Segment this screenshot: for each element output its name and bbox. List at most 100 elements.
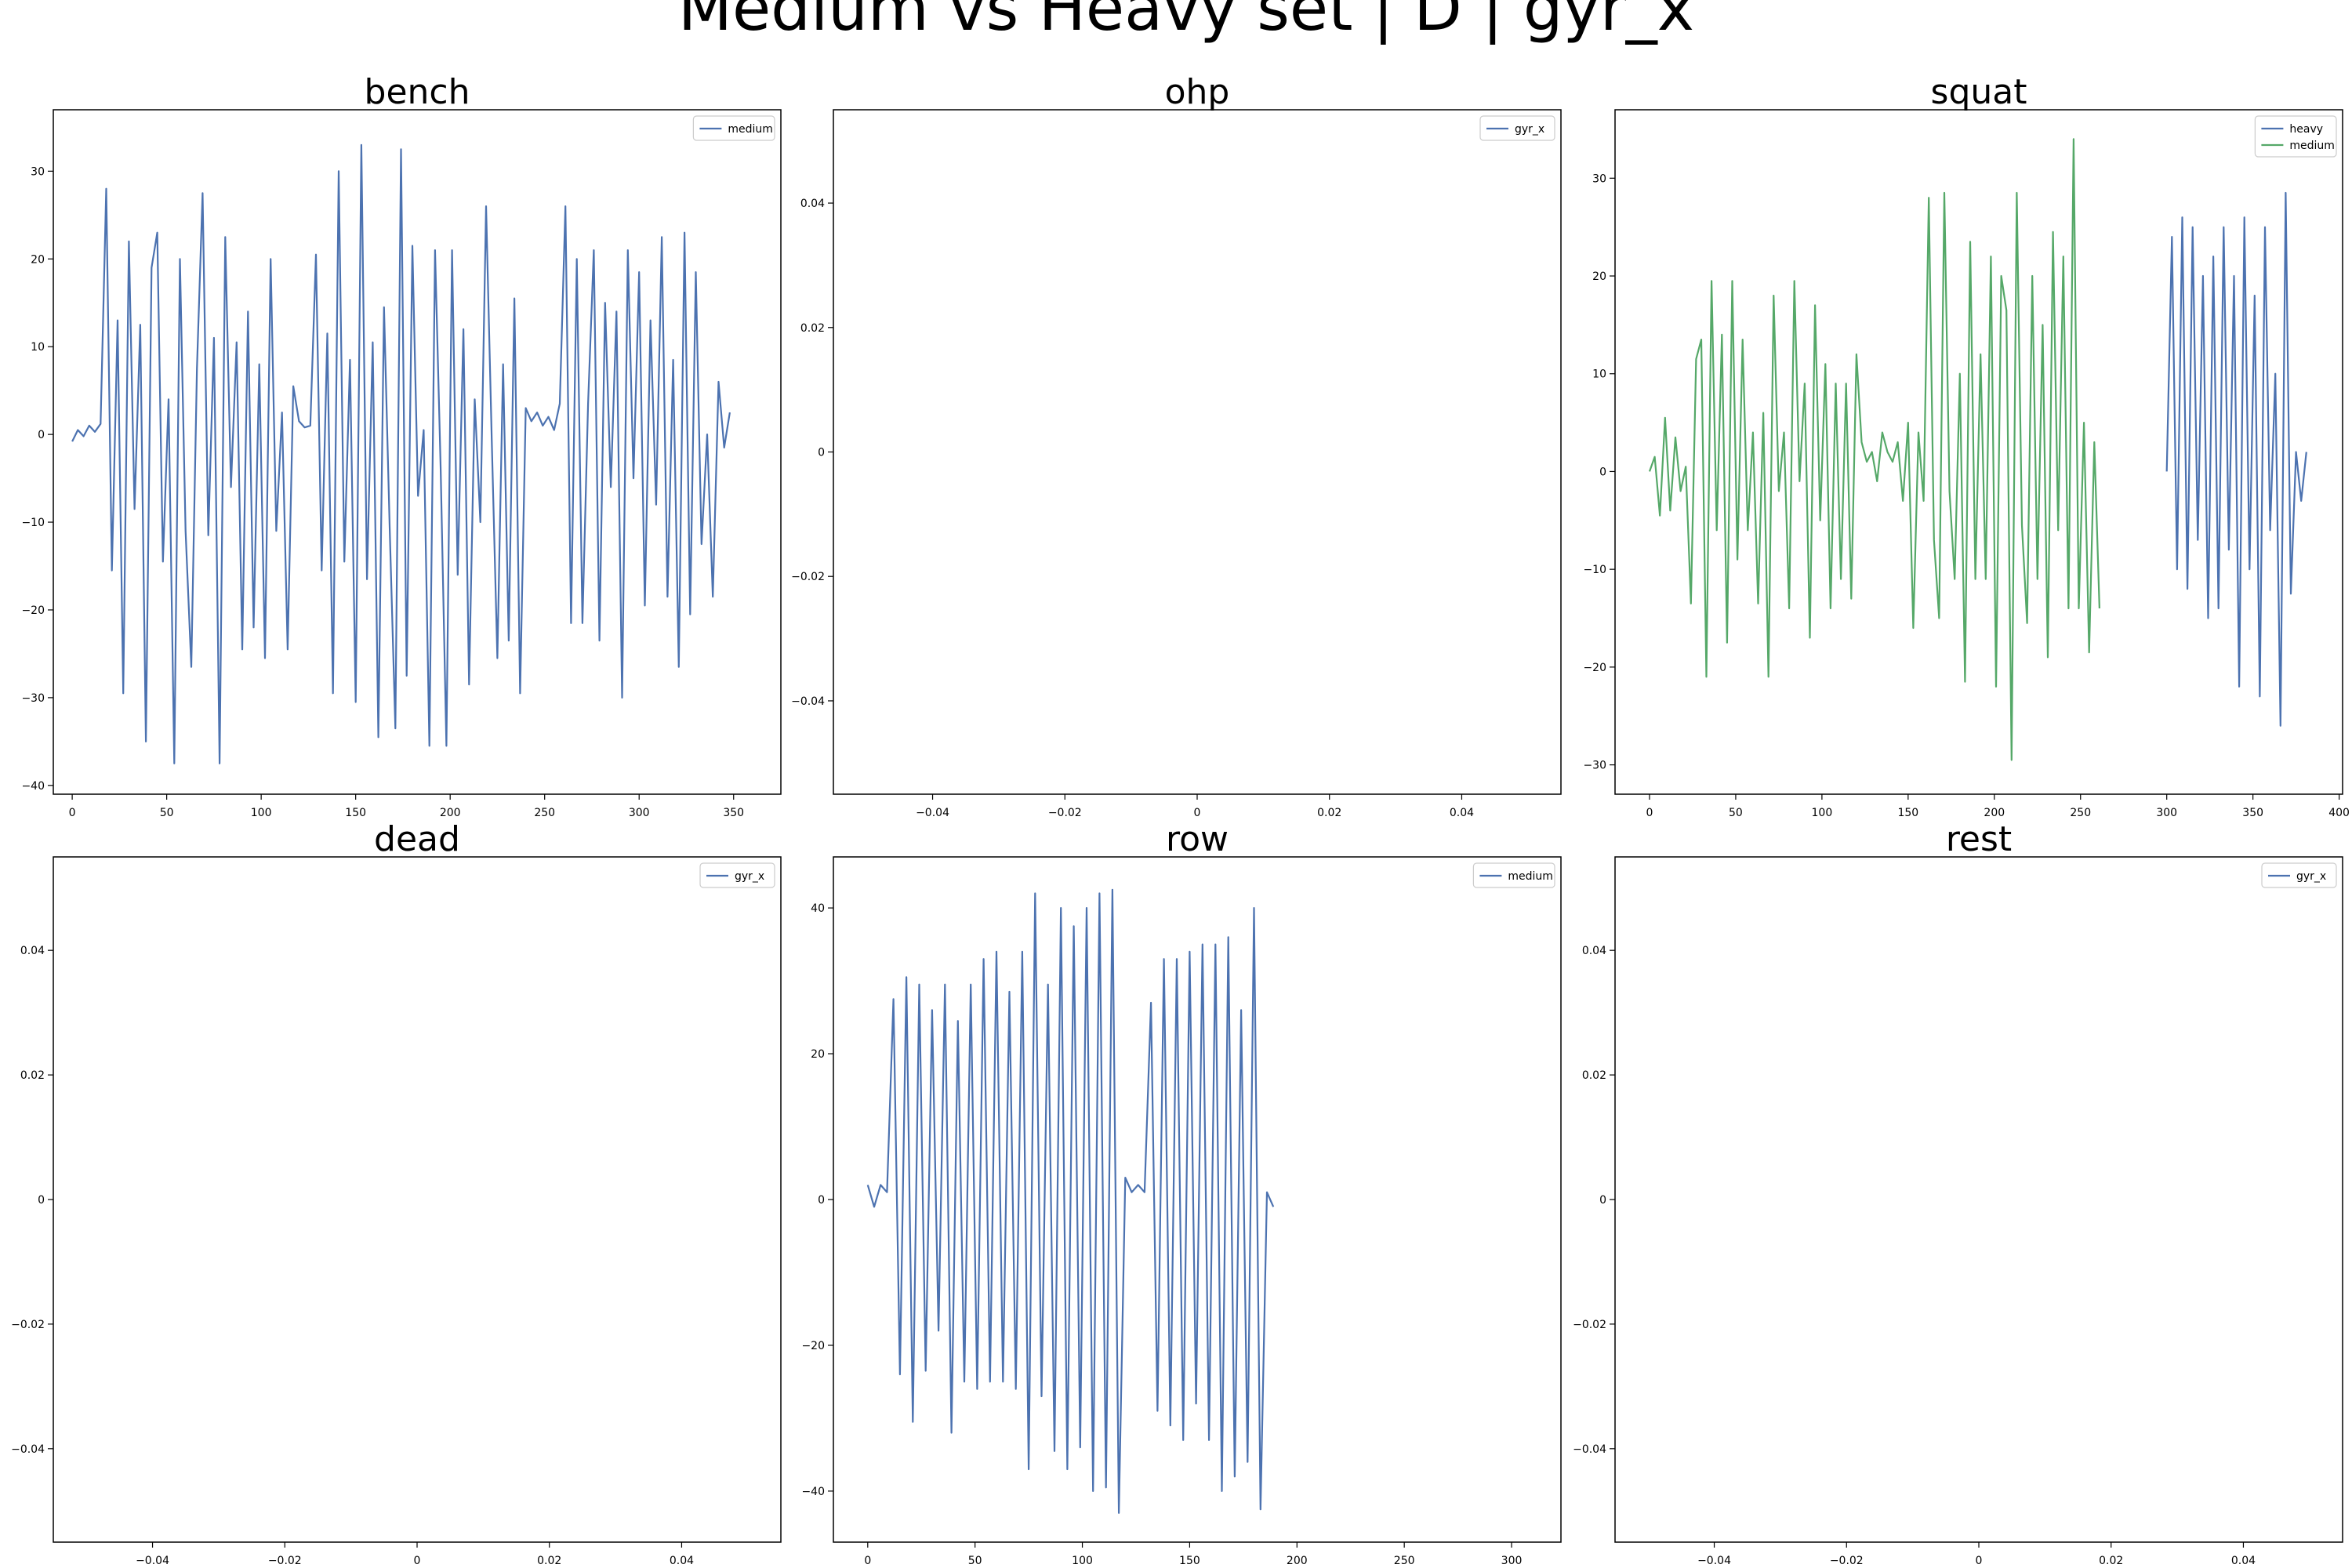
series-line-medium xyxy=(866,888,1275,1514)
x-tick-label: 250 xyxy=(534,807,555,819)
axes-frame xyxy=(1614,109,2343,795)
x-tick-label: 0.02 xyxy=(2099,1555,2123,1567)
subplot-rest: rest −0.04 −0.02 0 0.02 0.04 −0.04 −0.02 0 0.02 0.… xyxy=(1573,819,2343,1567)
subplot-title: bench xyxy=(365,72,470,112)
legend-box xyxy=(699,862,775,888)
x-tick-label: 0 xyxy=(1646,807,1653,819)
figure-title: Medium vs Heavy set | D | gyr_x xyxy=(678,0,1694,45)
legend: medium xyxy=(692,115,775,141)
x-tick-label: 50 xyxy=(968,1555,982,1567)
y-tick-label: 40 xyxy=(811,902,825,915)
x-tick-label: 0 xyxy=(1976,1555,1983,1567)
y-tick-label: 0.02 xyxy=(1582,1069,1606,1082)
y-tick-label: −0.04 xyxy=(791,695,825,708)
subplot-dead: dead −0.04 −0.02 0 0.02 0.04 −0.04 −0.02 0 0.02 0.… xyxy=(11,819,782,1567)
legend-box xyxy=(2254,115,2337,158)
legend: gyr_x xyxy=(2261,862,2337,888)
y-tick-label: −30 xyxy=(21,692,45,705)
subplot-title: dead xyxy=(374,819,460,859)
y-tick-label: 0 xyxy=(818,447,825,459)
x-tick-label: 200 xyxy=(1984,807,2005,819)
x-tick-label: 150 xyxy=(1897,807,1918,819)
x-tick-label: 0.04 xyxy=(2231,1555,2256,1567)
y-tick-label: 0.04 xyxy=(1582,945,1606,957)
legend-label: heavy xyxy=(2289,123,2323,136)
y-tick-label: −0.02 xyxy=(791,571,825,583)
y-tick-label: 0 xyxy=(1599,466,1606,478)
x-tick-label: 100 xyxy=(1072,1555,1093,1567)
y-tick-label: −0.04 xyxy=(11,1443,45,1456)
x-tick-label: −0.02 xyxy=(1830,1555,1864,1567)
x-tick-label: −0.02 xyxy=(268,1555,302,1567)
legend: gyr_x xyxy=(1479,115,1555,141)
series-line-medium xyxy=(71,143,731,764)
y-tick-label: −0.02 xyxy=(1573,1319,1606,1331)
subplot-ohp: ohp −0.04 −0.02 0 0.02 0.04 −0.04 −0.02 0 0.02 0.0… xyxy=(791,72,1562,819)
subplot-title: ohp xyxy=(1165,72,1230,112)
y-tick-label: 30 xyxy=(1592,172,1606,185)
x-tick-label: 250 xyxy=(2070,807,2091,819)
x-tick-label: 300 xyxy=(629,807,650,819)
y-tick-label: 10 xyxy=(1592,368,1606,381)
series-line-medium xyxy=(1648,138,2100,761)
x-tick-label: 0 xyxy=(414,1555,421,1567)
y-tick-label: 30 xyxy=(31,165,45,178)
legend: heavy medium xyxy=(2254,115,2337,158)
legend-label: medium xyxy=(728,123,773,136)
y-tick-label: −30 xyxy=(1583,760,1606,772)
legend-label: medium xyxy=(1508,870,1553,883)
y-tick-label: 0 xyxy=(1599,1194,1606,1207)
y-tick-label: 20 xyxy=(31,253,45,266)
y-tick-label: 0 xyxy=(38,429,45,441)
x-tick-label: 0 xyxy=(1194,807,1201,819)
subplot-squat: squat 0 50 100 150 200 250 300 350 400 −30 −20 −10 0 1… xyxy=(1583,72,2350,819)
x-tick-label: 50 xyxy=(1729,807,1743,819)
axes-frame xyxy=(53,109,782,795)
y-tick-label: −40 xyxy=(801,1486,825,1498)
x-tick-label: 150 xyxy=(345,807,366,819)
y-tick-label: 0.02 xyxy=(800,322,825,335)
legend-label: gyr_x xyxy=(1515,123,1544,136)
x-tick-label: −0.04 xyxy=(916,807,949,819)
x-tick-label: 300 xyxy=(2156,807,2177,819)
y-tick-label: 0.04 xyxy=(800,198,825,210)
subplot-title: row xyxy=(1166,819,1229,859)
legend-box xyxy=(2261,862,2337,888)
legend-box xyxy=(1479,115,1555,141)
x-tick-label: 100 xyxy=(1812,807,1833,819)
y-tick-label: 0 xyxy=(38,1194,45,1207)
legend: medium xyxy=(1472,862,1555,888)
y-tick-label: 0.02 xyxy=(20,1069,45,1082)
x-tick-label: 400 xyxy=(2328,807,2350,819)
y-tick-label: 10 xyxy=(31,341,45,354)
x-tick-label: 150 xyxy=(1179,1555,1200,1567)
x-tick-label: 0.04 xyxy=(670,1555,694,1567)
x-tick-label: −0.02 xyxy=(1048,807,1082,819)
x-tick-label: 250 xyxy=(1394,1555,1415,1567)
subplot-title: squat xyxy=(1931,72,2027,112)
legend-box xyxy=(692,115,775,141)
y-tick-label: −40 xyxy=(21,780,45,793)
x-tick-label: 0.02 xyxy=(1317,807,1341,819)
legend-label: medium xyxy=(2289,140,2335,152)
x-tick-label: 350 xyxy=(723,807,744,819)
y-tick-label: −0.02 xyxy=(11,1319,45,1331)
x-tick-label: 350 xyxy=(2242,807,2263,819)
legend: gyr_x xyxy=(699,862,775,888)
subplot-row: row 0 50 100 150 200 250 300 −40 −20 0 20 40 medium xyxy=(801,819,1562,1567)
y-tick-label: 0 xyxy=(818,1194,825,1207)
x-tick-label: 0 xyxy=(69,807,76,819)
y-tick-label: 0.04 xyxy=(20,945,45,957)
y-tick-label: −20 xyxy=(21,604,45,617)
legend-label: gyr_x xyxy=(735,870,764,883)
subplot-bench: bench 0 50 100 150 200 250 300 350 −40 −30 −20 −10 0 1… xyxy=(21,72,782,819)
x-tick-label: 50 xyxy=(160,807,174,819)
y-tick-label: −10 xyxy=(1583,564,1606,576)
x-tick-label: 200 xyxy=(1287,1555,1308,1567)
subplot-title: rest xyxy=(1946,819,2012,859)
x-tick-label: 100 xyxy=(251,807,272,819)
x-tick-label: 0.04 xyxy=(1450,807,1474,819)
x-tick-label: 0 xyxy=(864,1555,871,1567)
